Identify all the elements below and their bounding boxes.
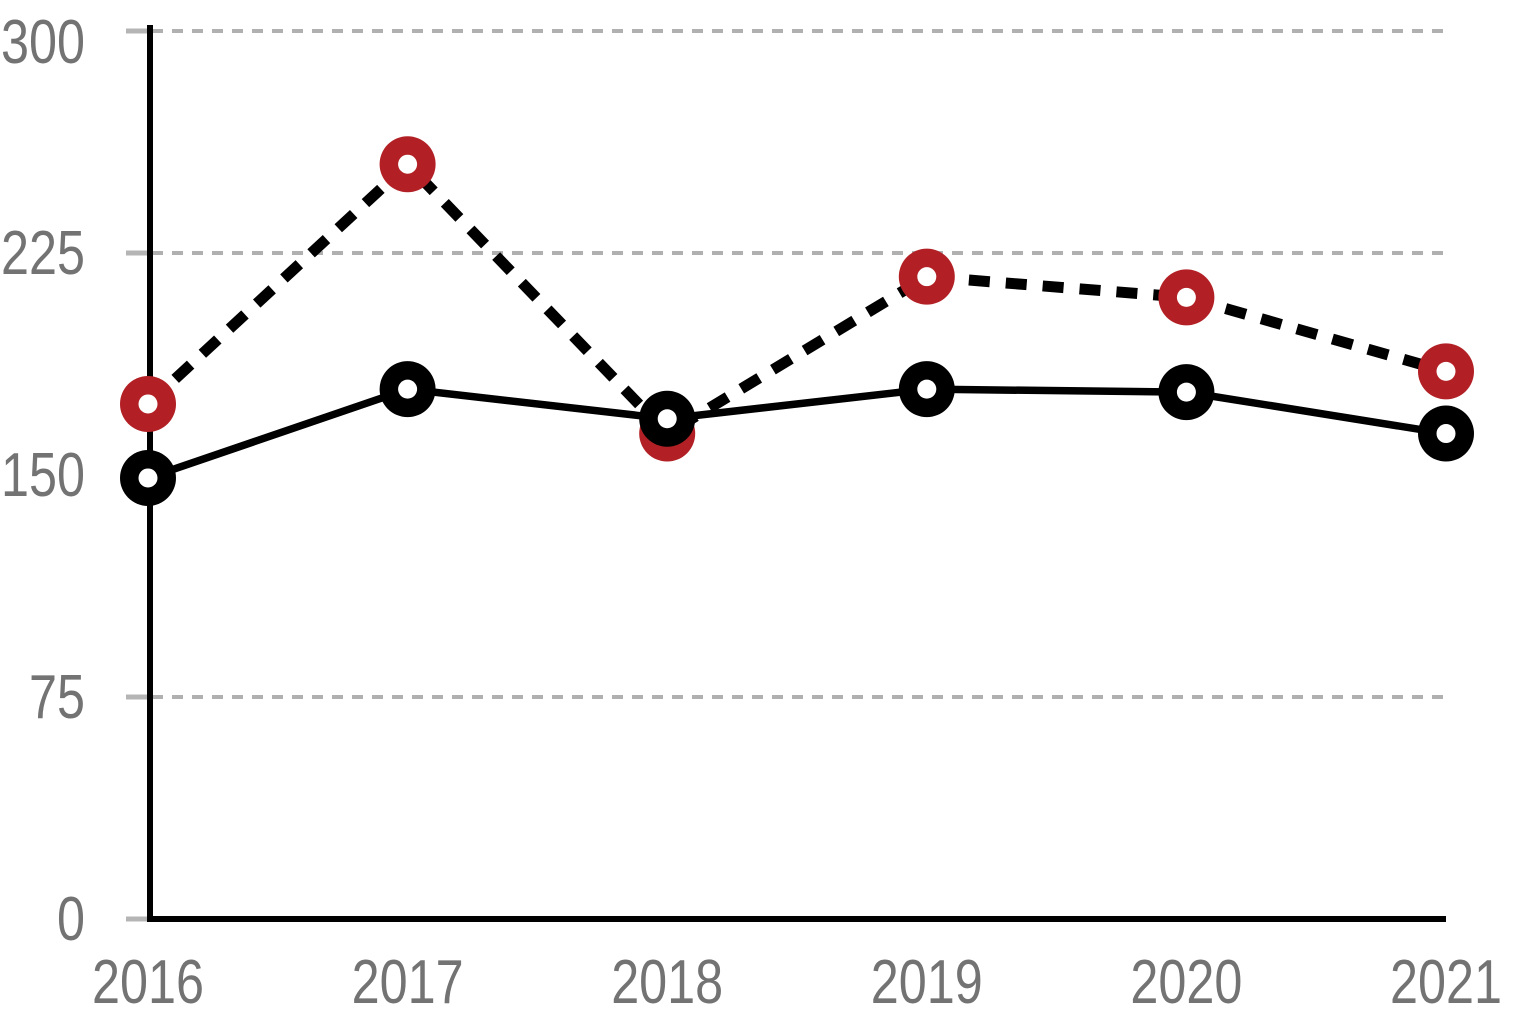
marker-hole	[917, 267, 937, 287]
marker-hole	[138, 468, 158, 488]
x-tick-label: 2016	[92, 948, 204, 1017]
series-markers-layer	[120, 136, 1474, 506]
marker-hole	[1176, 382, 1196, 402]
x-tick-label: 2018	[611, 948, 723, 1017]
marker-hole	[1436, 361, 1456, 381]
data-point-black	[1418, 405, 1474, 462]
gridlines-layer	[152, 29, 1443, 699]
data-point-black	[120, 449, 176, 506]
axes-layer	[147, 25, 1446, 922]
data-point-black	[379, 361, 436, 418]
x-tick-label: 2020	[1130, 948, 1242, 1017]
y-tick-label: 75	[29, 663, 85, 732]
y-tick-label: 300	[1, 8, 85, 77]
x-tick-label: 2017	[352, 948, 464, 1017]
marker-hole	[398, 379, 418, 399]
data-point-red	[898, 248, 955, 305]
marker-hole	[398, 154, 418, 174]
series-line-dashed	[144, 158, 1448, 440]
data-point-black	[639, 390, 696, 447]
marker-hole	[1176, 287, 1196, 307]
marker-hole	[1436, 424, 1456, 444]
marker-hole	[657, 409, 677, 429]
x-tick-label: 2021	[1390, 948, 1502, 1017]
marker-hole	[138, 394, 158, 414]
data-point-red	[379, 136, 436, 193]
marker-hole	[917, 379, 937, 399]
series-line-solid	[146, 385, 1447, 482]
y-tick-label: 150	[1, 441, 85, 510]
data-point-red	[1418, 343, 1474, 400]
data-point-black	[898, 361, 955, 418]
y-tick-label: 225	[1, 219, 85, 288]
data-point-red	[120, 375, 176, 432]
axis-labels-layer: 0 75 150 225 300 2016 2017 2018 2019 2020 2021	[1, 8, 1502, 1017]
y-tick-label: 0	[57, 885, 85, 954]
series-lines-layer	[144, 158, 1448, 482]
x-tick-label: 2019	[871, 948, 983, 1017]
data-point-black	[1158, 364, 1215, 421]
data-point-red	[1158, 269, 1215, 326]
